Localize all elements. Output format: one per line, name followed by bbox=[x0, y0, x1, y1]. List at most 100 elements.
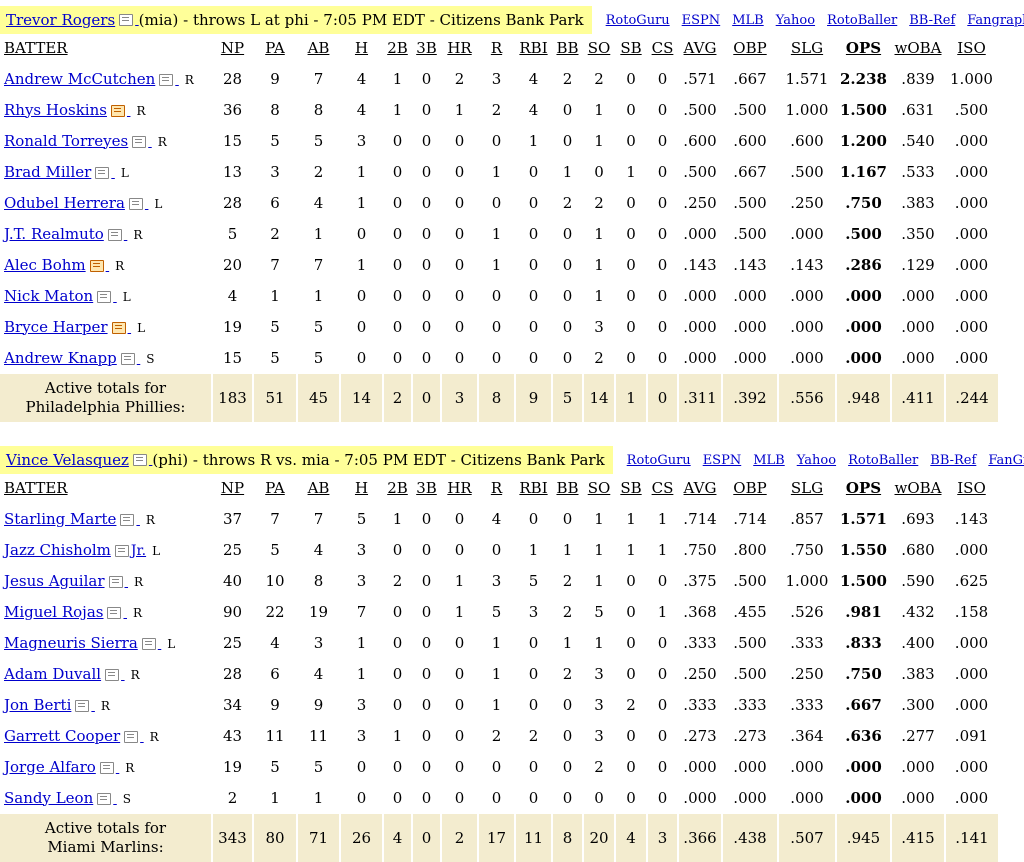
note-link-underline[interactable] bbox=[128, 322, 132, 335]
column-header-woba[interactable]: wOBA bbox=[891, 473, 945, 503]
column-header-ops[interactable]: OPS bbox=[836, 33, 891, 63]
column-header-cs[interactable]: CS bbox=[647, 33, 678, 63]
note-link-underline[interactable] bbox=[175, 74, 179, 87]
note-icon[interactable] bbox=[132, 136, 146, 148]
news-alert-icon[interactable] bbox=[112, 322, 126, 334]
column-header-rbi[interactable]: RBI bbox=[515, 33, 552, 63]
link-yahoo[interactable]: Yahoo bbox=[797, 453, 836, 468]
column-header-3b[interactable]: 3B bbox=[412, 473, 441, 503]
note-link-underline[interactable] bbox=[113, 793, 117, 806]
column-header-avg[interactable]: AVG bbox=[678, 33, 722, 63]
note-icon[interactable] bbox=[95, 167, 109, 179]
note-link-underline[interactable] bbox=[106, 260, 110, 273]
news-alert-icon[interactable] bbox=[111, 105, 125, 117]
column-header-ab[interactable]: AB bbox=[297, 473, 340, 503]
note-link-underline[interactable] bbox=[91, 700, 95, 713]
note-link-underline[interactable] bbox=[145, 198, 149, 211]
column-header-r[interactable]: R bbox=[478, 33, 515, 63]
column-header-pa[interactable]: PA bbox=[253, 473, 297, 503]
column-header-iso[interactable]: ISO bbox=[945, 473, 998, 503]
link-rotoguru[interactable]: RotoGuru bbox=[627, 453, 691, 468]
link-fangraphs[interactable]: FanGraphs bbox=[988, 453, 1024, 468]
column-header-hr[interactable]: HR bbox=[441, 473, 478, 503]
link-rotoballer[interactable]: RotoBaller bbox=[848, 453, 918, 468]
link-yahoo[interactable]: Yahoo bbox=[776, 13, 815, 28]
note-link-underline[interactable] bbox=[123, 607, 127, 620]
link-espn[interactable]: ESPN bbox=[703, 453, 742, 468]
link-bb-ref[interactable]: BB-Ref bbox=[930, 453, 976, 468]
note-icon[interactable] bbox=[120, 514, 134, 526]
column-header-iso[interactable]: ISO bbox=[945, 33, 998, 63]
name-suffix-link[interactable]: Jr. bbox=[131, 543, 146, 559]
link-rotoguru[interactable]: RotoGuru bbox=[606, 13, 670, 28]
column-header-bb[interactable]: BB bbox=[552, 33, 583, 63]
note-icon[interactable] bbox=[97, 291, 111, 303]
batter-name-link[interactable]: Miguel Rojas bbox=[4, 603, 103, 621]
column-header-ab[interactable]: AB bbox=[297, 33, 340, 63]
batter-name-link[interactable]: Jorge Alfaro bbox=[4, 758, 96, 776]
note-link-underline[interactable] bbox=[158, 638, 162, 651]
column-header-np[interactable]: NP bbox=[212, 473, 253, 503]
batter-name-link[interactable]: Andrew Knapp bbox=[4, 349, 117, 367]
batter-name-link[interactable]: Magneuris Sierra bbox=[4, 634, 138, 652]
batter-name-link[interactable]: Jesus Aguilar bbox=[4, 572, 105, 590]
column-header-slg[interactable]: SLG bbox=[778, 473, 836, 503]
batter-name-link[interactable]: Starling Marte bbox=[4, 510, 116, 528]
pitcher-link[interactable]: Trevor Rogers bbox=[6, 11, 115, 29]
column-header-h[interactable]: H bbox=[340, 473, 383, 503]
column-header-batter[interactable]: BATTER bbox=[0, 33, 212, 63]
batter-name-link[interactable]: Jon Berti bbox=[4, 696, 71, 714]
batter-name-link[interactable]: Rhys Hoskins bbox=[4, 101, 107, 119]
pitcher-link[interactable]: Vince Velasquez bbox=[6, 451, 129, 469]
column-header-sb[interactable]: SB bbox=[615, 33, 647, 63]
batter-name-link[interactable]: Adam Duvall bbox=[4, 665, 101, 683]
note-icon[interactable] bbox=[119, 14, 133, 26]
batter-name-link[interactable]: Sandy Leon bbox=[4, 789, 93, 807]
batter-name-link[interactable]: Ronald Torreyes bbox=[4, 132, 128, 150]
note-icon[interactable] bbox=[115, 545, 129, 557]
note-icon[interactable] bbox=[75, 700, 89, 712]
note-icon[interactable] bbox=[107, 607, 121, 619]
batter-name-link[interactable]: Jazz Chisholm bbox=[4, 541, 111, 559]
column-header-np[interactable]: NP bbox=[212, 33, 253, 63]
link-espn[interactable]: ESPN bbox=[682, 13, 721, 28]
column-header-batter[interactable]: BATTER bbox=[0, 473, 212, 503]
column-header-cs[interactable]: CS bbox=[647, 473, 678, 503]
batter-name-link[interactable]: Andrew McCutchen bbox=[4, 70, 155, 88]
note-link-underline[interactable] bbox=[116, 762, 120, 775]
column-header-pa[interactable]: PA bbox=[253, 33, 297, 63]
column-header-so[interactable]: SO bbox=[583, 33, 615, 63]
link-mlb[interactable]: MLB bbox=[753, 453, 785, 468]
note-icon[interactable] bbox=[124, 731, 138, 743]
note-icon[interactable] bbox=[142, 638, 156, 650]
column-header-slg[interactable]: SLG bbox=[778, 33, 836, 63]
news-alert-icon[interactable] bbox=[90, 260, 104, 272]
column-header-h[interactable]: H bbox=[340, 33, 383, 63]
note-link-underline[interactable] bbox=[124, 229, 128, 242]
note-link-underline[interactable] bbox=[140, 731, 144, 744]
note-link-underline[interactable] bbox=[137, 353, 141, 366]
column-header-obp[interactable]: OBP bbox=[722, 473, 778, 503]
note-icon[interactable] bbox=[133, 454, 147, 466]
batter-name-link[interactable]: Brad Miller bbox=[4, 163, 91, 181]
note-icon[interactable] bbox=[108, 229, 122, 241]
column-header-sb[interactable]: SB bbox=[615, 473, 647, 503]
note-link-underline[interactable] bbox=[148, 136, 152, 149]
link-fangraphs[interactable]: Fangraphs bbox=[967, 13, 1024, 28]
note-link-underline[interactable] bbox=[111, 167, 115, 180]
batter-name-link[interactable]: Alec Bohm bbox=[4, 256, 86, 274]
batter-name-link[interactable]: J.T. Realmuto bbox=[4, 225, 104, 243]
column-header-ops[interactable]: OPS bbox=[836, 473, 891, 503]
batter-name-link[interactable]: Odubel Herrera bbox=[4, 194, 125, 212]
batter-name-link[interactable]: Nick Maton bbox=[4, 287, 93, 305]
note-link-underline[interactable] bbox=[121, 669, 125, 682]
column-header-hr[interactable]: HR bbox=[441, 33, 478, 63]
link-bb-ref[interactable]: BB-Ref bbox=[909, 13, 955, 28]
note-icon[interactable] bbox=[105, 669, 119, 681]
note-link-underline[interactable] bbox=[127, 105, 131, 118]
column-header-bb[interactable]: BB bbox=[552, 473, 583, 503]
column-header-2b[interactable]: 2B bbox=[383, 473, 412, 503]
column-header-so[interactable]: SO bbox=[583, 473, 615, 503]
link-rotoballer[interactable]: RotoBaller bbox=[827, 13, 897, 28]
column-header-woba[interactable]: wOBA bbox=[891, 33, 945, 63]
